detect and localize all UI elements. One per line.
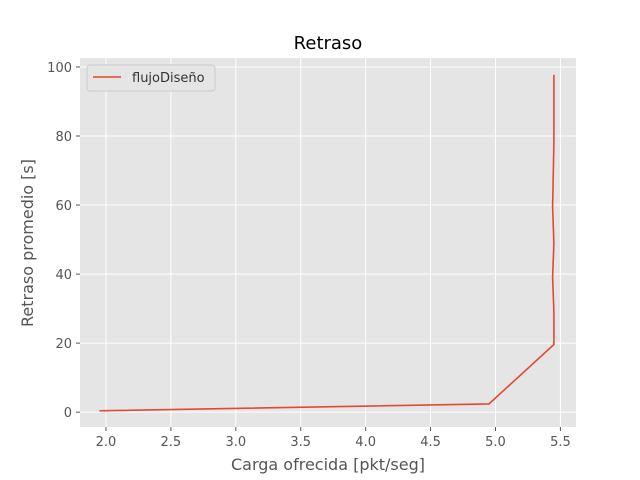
x-tick-label: 3.5 [290,435,311,450]
series-group [99,74,555,412]
legend-label: flujoDiseño [132,71,205,86]
legend-box [86,64,216,92]
y-tick-label: 40 [55,268,72,283]
x-tick-label: 3.0 [225,435,246,450]
x-tick-label: 2.0 [96,435,117,450]
grid [80,58,576,427]
x-axis-label: Carga ofrecida [pkt/seg] [231,455,425,474]
y-tick-label: 100 [47,61,72,76]
chart-title: Retraso [294,33,363,54]
x-tick-label: 2.5 [161,435,182,450]
y-tick-label: 0 [64,406,72,421]
series-line-0 [99,74,555,412]
x-tick-label: 4.5 [420,435,441,450]
legend: flujoDiseño [86,64,216,92]
y-axis-ticks: 0 20 40 60 80 100 [47,61,80,421]
y-tick-label: 20 [55,337,72,352]
plot-area [80,58,576,427]
y-tick-label: 80 [55,130,72,145]
x-axis-ticks: 2.0 2.5 3.0 3.5 4.0 4.5 5.0 5.5 [96,427,571,450]
x-tick-label: 4.0 [355,435,376,450]
x-tick-label: 5.0 [485,435,506,450]
y-axis-label: Retraso promedio [s] [18,159,37,327]
x-tick-label: 5.5 [550,435,571,450]
y-tick-label: 60 [55,199,72,214]
